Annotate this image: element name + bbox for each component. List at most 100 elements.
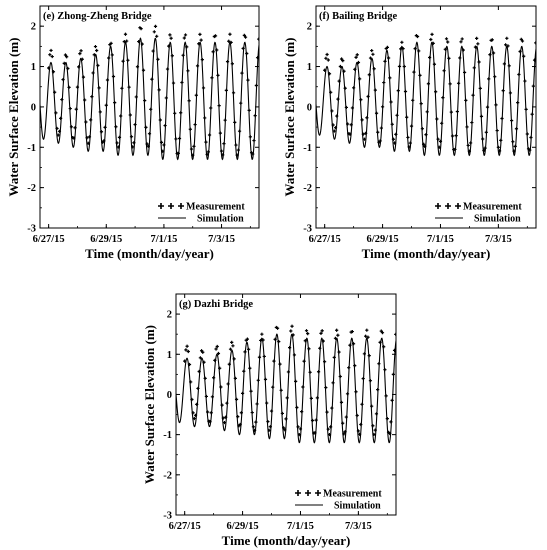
measurement-point <box>359 422 363 427</box>
x-tick-label: 7/3/15 <box>345 521 372 532</box>
measurement-point <box>247 108 251 112</box>
measurement-point <box>359 98 363 102</box>
measurement-point <box>510 118 514 123</box>
measurement-point <box>257 37 259 41</box>
measurement-point <box>333 336 338 340</box>
measurement-point <box>352 86 356 90</box>
measurement-point <box>233 120 237 124</box>
measurement-point <box>326 58 330 62</box>
measurement-point <box>269 409 274 413</box>
measurement-point <box>243 35 248 39</box>
measurement-point <box>225 401 229 405</box>
measurement-point <box>212 376 216 380</box>
measurement-point <box>485 105 490 109</box>
measurement-point <box>354 55 358 59</box>
measurement-point <box>245 51 249 56</box>
measurement-point <box>500 116 504 121</box>
measurement-point <box>206 150 210 154</box>
measurement-point <box>219 149 224 153</box>
measurement-point <box>435 117 439 121</box>
measurement-point <box>507 64 511 68</box>
measurement-point <box>339 400 344 404</box>
measurement-point <box>499 138 503 142</box>
measurement-point <box>349 123 353 127</box>
x-tick-label: 7/1/15 <box>427 234 454 245</box>
measurement-point <box>473 45 478 49</box>
measurement-point <box>428 55 432 60</box>
measurement-point <box>181 53 185 57</box>
measurement-point <box>210 76 214 80</box>
measurement-point <box>275 326 280 330</box>
measurement-point <box>530 112 534 116</box>
measurement-point <box>253 428 257 432</box>
y-tick-label: 1 <box>307 62 312 73</box>
measurement-point <box>371 52 375 56</box>
measurement-point <box>121 59 125 63</box>
measurement-point <box>66 66 70 71</box>
measurement-point <box>469 141 473 145</box>
measurement-point <box>201 350 205 354</box>
measurement-point <box>254 420 258 424</box>
measurement-point <box>188 127 192 131</box>
measurement-point <box>476 42 480 46</box>
measurement-point <box>333 126 338 130</box>
measurement-point <box>126 58 130 62</box>
measurement-point <box>186 349 190 354</box>
measurement-point <box>455 109 459 114</box>
measurement-point <box>368 379 373 383</box>
measurement-point <box>426 82 431 86</box>
measurement-point <box>205 152 209 157</box>
y-tick-label: -1 <box>303 143 312 154</box>
measurement-point <box>318 346 322 350</box>
measurement-point <box>470 120 474 125</box>
measurement-point <box>383 59 387 63</box>
x-tick-label: 6/27/15 <box>169 521 201 532</box>
measurement-point <box>233 376 237 380</box>
measurement-point <box>288 346 292 350</box>
measurement-point <box>467 149 472 153</box>
measurement-point <box>186 69 190 73</box>
measurement-point <box>342 69 346 73</box>
measurement-point <box>232 357 236 361</box>
y-tick-label: 1 <box>167 350 172 361</box>
measurement-point <box>338 64 342 69</box>
measurement-point <box>366 94 370 99</box>
measurement-point <box>409 124 414 128</box>
measurement-point <box>424 132 428 137</box>
y-tick-label: -3 <box>27 224 36 235</box>
measurement-point <box>75 85 80 89</box>
measurement-point <box>525 132 529 136</box>
measurement-point <box>65 55 69 59</box>
measurement-point <box>419 102 423 106</box>
measurement-point <box>168 33 172 37</box>
measurement-point <box>221 153 225 157</box>
measurement-point <box>456 81 461 85</box>
measurement-point <box>204 140 208 144</box>
measurement-point <box>230 62 234 66</box>
measurement-point <box>337 79 341 83</box>
measurement-point <box>441 95 445 100</box>
measurement-point <box>373 88 377 92</box>
measurement-point <box>114 125 118 129</box>
measurement-point <box>231 91 236 95</box>
measurement-point <box>137 39 141 44</box>
measurement-point <box>224 415 228 419</box>
measurement-point <box>330 109 334 113</box>
measurement-point <box>494 103 498 107</box>
measurement-point <box>308 370 312 374</box>
measurement-point <box>256 378 260 382</box>
measurement-point <box>374 111 379 115</box>
measurement-point <box>289 329 293 333</box>
measurement-point <box>85 136 89 140</box>
x-tick-label: 6/27/15 <box>33 234 65 245</box>
measurement-point <box>327 72 332 76</box>
measurement-point <box>370 48 374 53</box>
measurement-point <box>321 339 325 343</box>
measurement-point <box>366 335 370 339</box>
panel-label: (g) Dazhi Bridge <box>179 299 253 310</box>
measurement-point <box>193 413 198 417</box>
measurement-point <box>90 95 94 99</box>
measurement-point <box>483 146 487 150</box>
measurement-point <box>430 32 434 36</box>
